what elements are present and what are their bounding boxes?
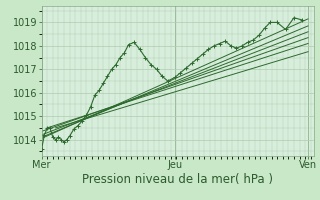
X-axis label: Pression niveau de la mer( hPa ): Pression niveau de la mer( hPa )	[82, 173, 273, 186]
